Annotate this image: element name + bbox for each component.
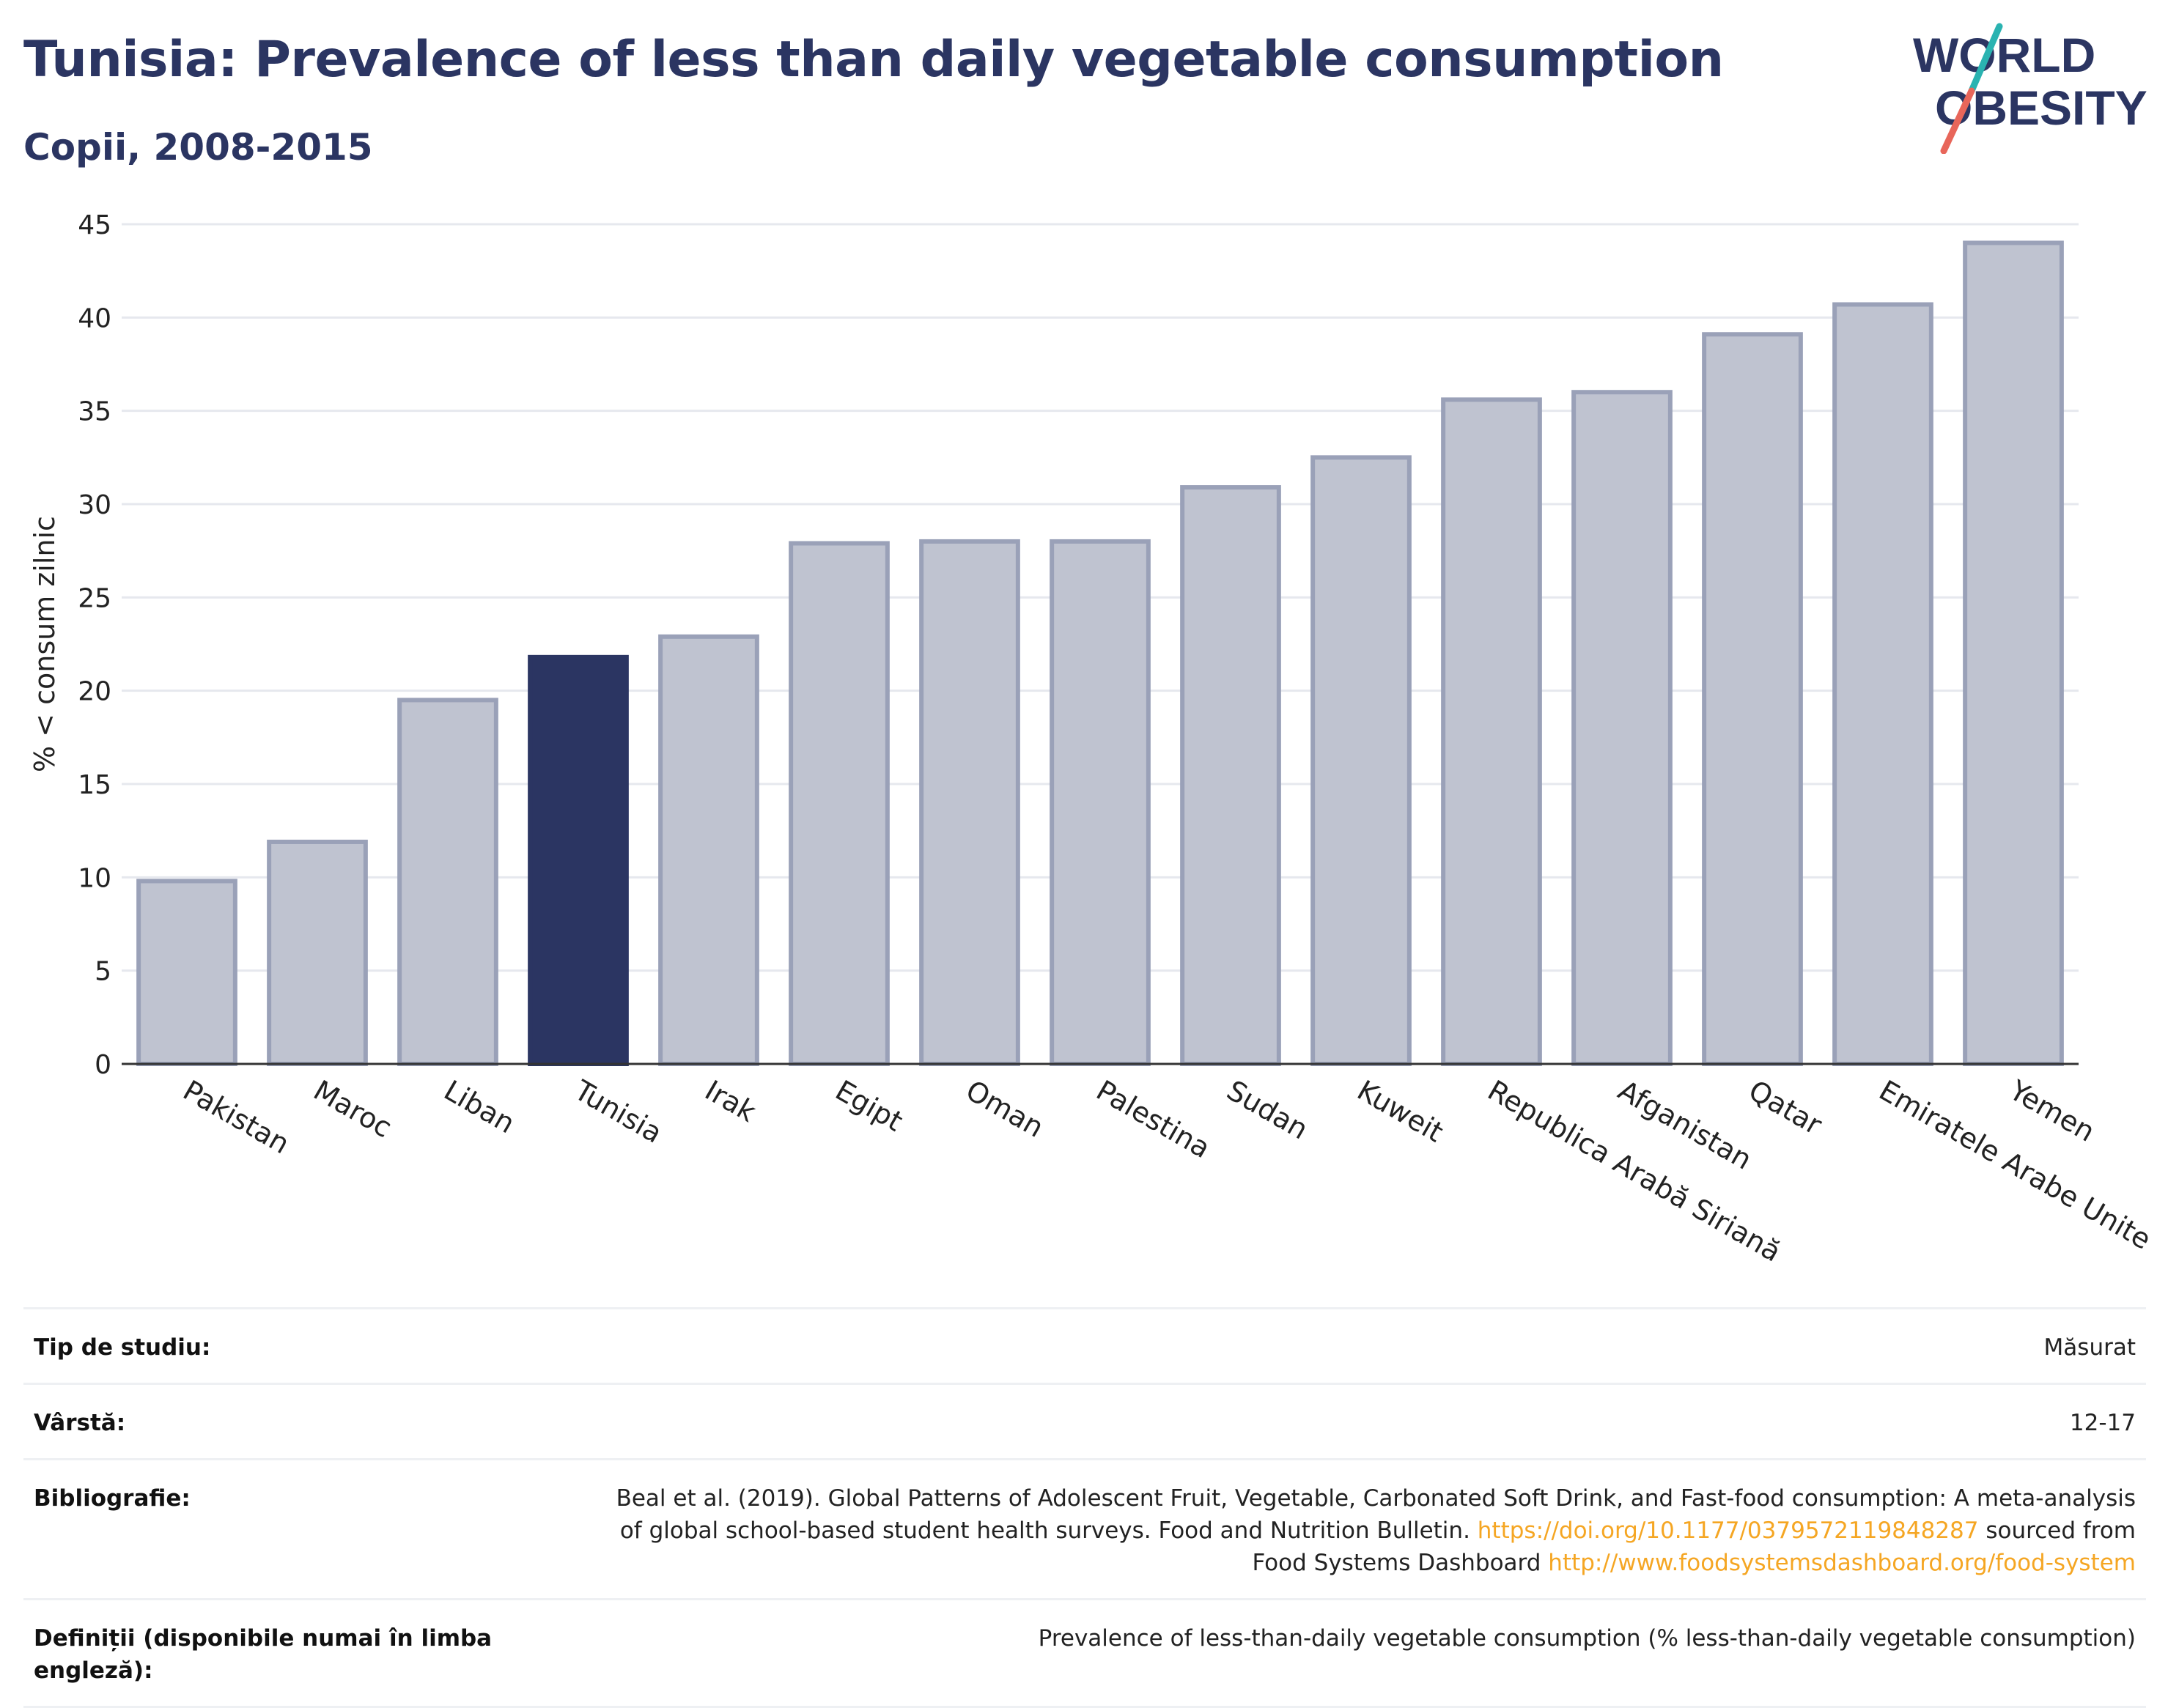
bar-yemen[interactable] xyxy=(1963,240,2064,1066)
meta-label: Tip de studiu: xyxy=(34,1334,211,1361)
bar-maroc[interactable] xyxy=(267,839,368,1066)
x-tick-label: Irak xyxy=(700,1074,762,1128)
meta-row-bibliography: Bibliografie: Beal et al. (2019). Global… xyxy=(23,1458,2146,1598)
y-tick-label: 45 xyxy=(78,210,111,240)
meta-row-study-type: Tip de studiu: Măsurat xyxy=(23,1307,2146,1383)
y-axis-ticks: 0 5 10 15 20 25 30 35 40 45 xyxy=(78,210,111,1080)
food-systems-link[interactable]: http://www.foodsystemsdashboard.org/food… xyxy=(1548,1550,2136,1576)
bar-afganistan[interactable] xyxy=(1571,390,1673,1066)
bar-republica-arab-sirian-[interactable] xyxy=(1441,397,1542,1066)
bar-emiratele-arabe-unite[interactable] xyxy=(1832,302,1933,1066)
x-tick-label: Tunisia xyxy=(569,1073,668,1150)
meta-row-age: Vârstă: 12-17 xyxy=(23,1383,2146,1458)
y-tick-label: 15 xyxy=(78,770,111,800)
bibliography-line2: of global school-based student health su… xyxy=(619,1517,1470,1544)
bar-qatar[interactable] xyxy=(1702,332,1803,1066)
bar-tunisia[interactable] xyxy=(528,654,629,1066)
chart-title: Tunisia: Prevalence of less than daily v… xyxy=(23,31,1724,89)
y-tick-label: 20 xyxy=(78,677,111,707)
logo-slash-coral xyxy=(1940,87,1975,154)
y-tick-label: 25 xyxy=(78,583,111,613)
bar-oman[interactable] xyxy=(919,539,1020,1066)
bar-pakistan[interactable] xyxy=(136,879,237,1066)
x-tick-label: Qatar xyxy=(1744,1074,1828,1142)
meta-value: 12-17 xyxy=(2069,1410,2136,1436)
x-tick-label: Oman xyxy=(961,1074,1050,1144)
bibliography-line3: Food Systems Dashboard xyxy=(1252,1550,1541,1576)
x-tick-label: Pakistan xyxy=(178,1074,295,1161)
y-tick-label: 30 xyxy=(78,490,111,520)
metadata-table: Tip de studiu: Măsurat Vârstă: 12-17 Bib… xyxy=(23,1307,2146,1708)
bar-irak[interactable] xyxy=(658,634,759,1066)
meta-value: Prevalence of less-than-daily vegetable … xyxy=(1038,1625,2136,1652)
y-tick-label: 40 xyxy=(78,303,111,333)
bars xyxy=(136,240,2064,1067)
y-tick-label: 10 xyxy=(78,863,111,893)
bar-liban[interactable] xyxy=(397,698,498,1067)
bar-chart: 0 5 10 15 20 25 30 35 40 45 Pakistan Maroc Liban Tun… xyxy=(29,210,2157,1268)
doi-link[interactable]: https://doi.org/10.1177/0379572119848287 xyxy=(1477,1517,1979,1544)
x-tick-label: Yemen xyxy=(2004,1073,2101,1148)
meta-value: Beal et al. (2019). Global Patterns of A… xyxy=(517,1482,2136,1579)
y-tick-label: 0 xyxy=(95,1050,111,1080)
x-axis-ticks: Pakistan Maroc Liban Tunisia Irak Egipt Oman Pa… xyxy=(178,1073,2157,1268)
meta-row-definitions: Definiții (disponibile numai în limba en… xyxy=(23,1598,2146,1708)
bibliography-line1: Beal et al. (2019). Global Patterns of A… xyxy=(616,1485,2136,1512)
bar-palestina[interactable] xyxy=(1050,539,1151,1066)
x-tick-label: Palestina xyxy=(1091,1074,1216,1165)
world-obesity-logo[interactable]: WORLD OBESITY xyxy=(1906,22,2155,154)
bar-egipt[interactable] xyxy=(789,541,890,1066)
meta-label: Definiții (disponibile numai în limba en… xyxy=(34,1625,493,1684)
y-tick-label: 35 xyxy=(78,397,111,427)
logo-slash-teal xyxy=(1968,23,2003,95)
bar-sudan[interactable] xyxy=(1180,485,1281,1066)
bibliography-sourced: sourced from xyxy=(1986,1517,2136,1544)
y-axis-label: % < consum zilnic xyxy=(29,516,61,772)
y-tick-label: 5 xyxy=(95,957,111,987)
x-tick-label: Liban xyxy=(439,1074,520,1140)
x-tick-label: Kuweit xyxy=(1352,1074,1449,1149)
x-tick-label: Sudan xyxy=(1222,1074,1314,1146)
chart-subtitle: Copii, 2008-2015 xyxy=(23,126,373,169)
logo-text-world: WORLD xyxy=(1913,28,2095,82)
meta-label: Vârstă: xyxy=(34,1410,126,1436)
x-tick-label: Maroc xyxy=(309,1074,398,1145)
bar-kuweit[interactable] xyxy=(1310,455,1412,1066)
x-tick-label: Egipt xyxy=(830,1074,909,1138)
meta-label: Bibliografie: xyxy=(34,1485,191,1512)
meta-value: Măsurat xyxy=(2043,1334,2136,1361)
